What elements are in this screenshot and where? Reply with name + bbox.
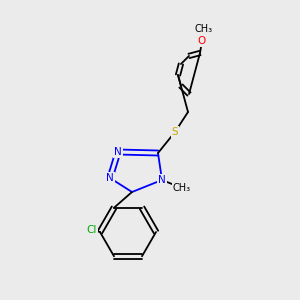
Text: O: O xyxy=(198,36,206,46)
Text: N: N xyxy=(114,147,122,157)
Text: N: N xyxy=(158,175,166,185)
Text: Cl: Cl xyxy=(87,225,97,235)
Text: N: N xyxy=(106,173,114,183)
Text: CH₃: CH₃ xyxy=(173,183,191,193)
Text: S: S xyxy=(172,127,178,137)
Text: CH₃: CH₃ xyxy=(195,24,213,34)
